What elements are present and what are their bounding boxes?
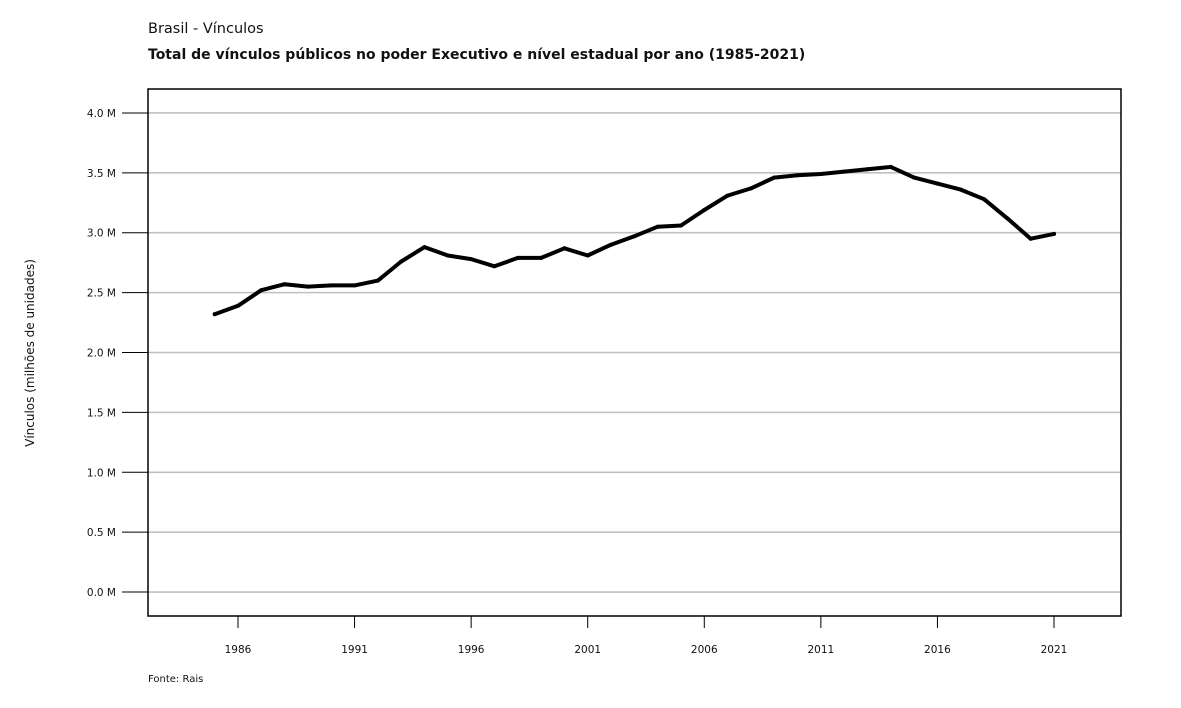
data-point — [1052, 231, 1056, 236]
y-tick-label: 0.5 M — [87, 527, 116, 539]
data-point — [982, 197, 987, 202]
y-tick-label: 1.0 M — [87, 467, 116, 479]
data-point — [772, 175, 777, 180]
x-tick-label: 1986 — [225, 644, 252, 656]
x-tick-label: 2016 — [924, 644, 951, 656]
data-point — [515, 255, 520, 260]
x-tick-label: 2006 — [691, 644, 718, 656]
data-point — [399, 259, 404, 264]
data-point — [585, 253, 590, 258]
data-point — [865, 167, 870, 172]
data-point — [212, 312, 217, 317]
data-point — [795, 173, 800, 178]
data-point — [1028, 236, 1033, 241]
data-point — [422, 245, 427, 250]
y-tick-label: 0.0 M — [87, 587, 116, 599]
data-point — [492, 264, 497, 269]
y-axis-title: Vínculos (milhões de unidades) — [23, 259, 37, 447]
y-axis: 0.0 M 0.5 M 1.0 M 1.5 M 2.0 M 2.5 M 3.0 M 3.5 M… — [87, 108, 148, 599]
x-tick-label: 2011 — [807, 644, 834, 656]
data-point — [818, 172, 823, 177]
data-point — [375, 278, 380, 283]
x-tick-label: 2001 — [574, 644, 601, 656]
data-point — [632, 234, 637, 239]
data-point — [259, 288, 264, 293]
y-tick-label: 2.0 M — [87, 348, 116, 360]
data-point — [329, 283, 334, 288]
data-point — [702, 207, 707, 212]
data-point — [935, 181, 940, 186]
data-point — [236, 303, 240, 308]
y-tick-label: 2.5 M — [87, 288, 116, 300]
x-tick-label: 2021 — [1041, 644, 1068, 656]
data-point — [842, 169, 847, 174]
data-point — [445, 253, 450, 258]
data-point — [1005, 216, 1010, 221]
data-point — [562, 246, 567, 251]
y-tick-label: 4.0 M — [87, 108, 116, 120]
chart-title: Brasil - Vínculos — [148, 21, 264, 37]
data-point — [655, 224, 660, 229]
data-point — [748, 186, 753, 191]
y-tick-label: 3.5 M — [87, 168, 116, 180]
data-point — [725, 193, 730, 198]
x-tick-label: 1996 — [458, 644, 485, 656]
gridlines — [148, 112, 1121, 593]
data-point — [912, 175, 917, 180]
x-tick-label: 1991 — [341, 644, 368, 656]
y-tick-label: 1.5 M — [87, 407, 116, 419]
data-point — [539, 255, 544, 260]
data-point — [609, 242, 614, 247]
source-note: Fonte: Rais — [148, 674, 204, 685]
data-point — [352, 283, 357, 288]
data-point — [888, 164, 893, 169]
series-group — [212, 164, 1056, 317]
x-axis: 1986 1991 1996 2001 2006 2011 2016 2021 — [225, 616, 1068, 656]
data-point — [958, 187, 963, 192]
data-point — [469, 257, 474, 262]
data-point — [282, 282, 287, 287]
data-point — [305, 284, 310, 289]
y-tick-label: 3.0 M — [87, 228, 116, 240]
chart-subtitle: Total de vínculos públicos no poder Exec… — [148, 47, 806, 63]
data-point — [678, 223, 683, 228]
